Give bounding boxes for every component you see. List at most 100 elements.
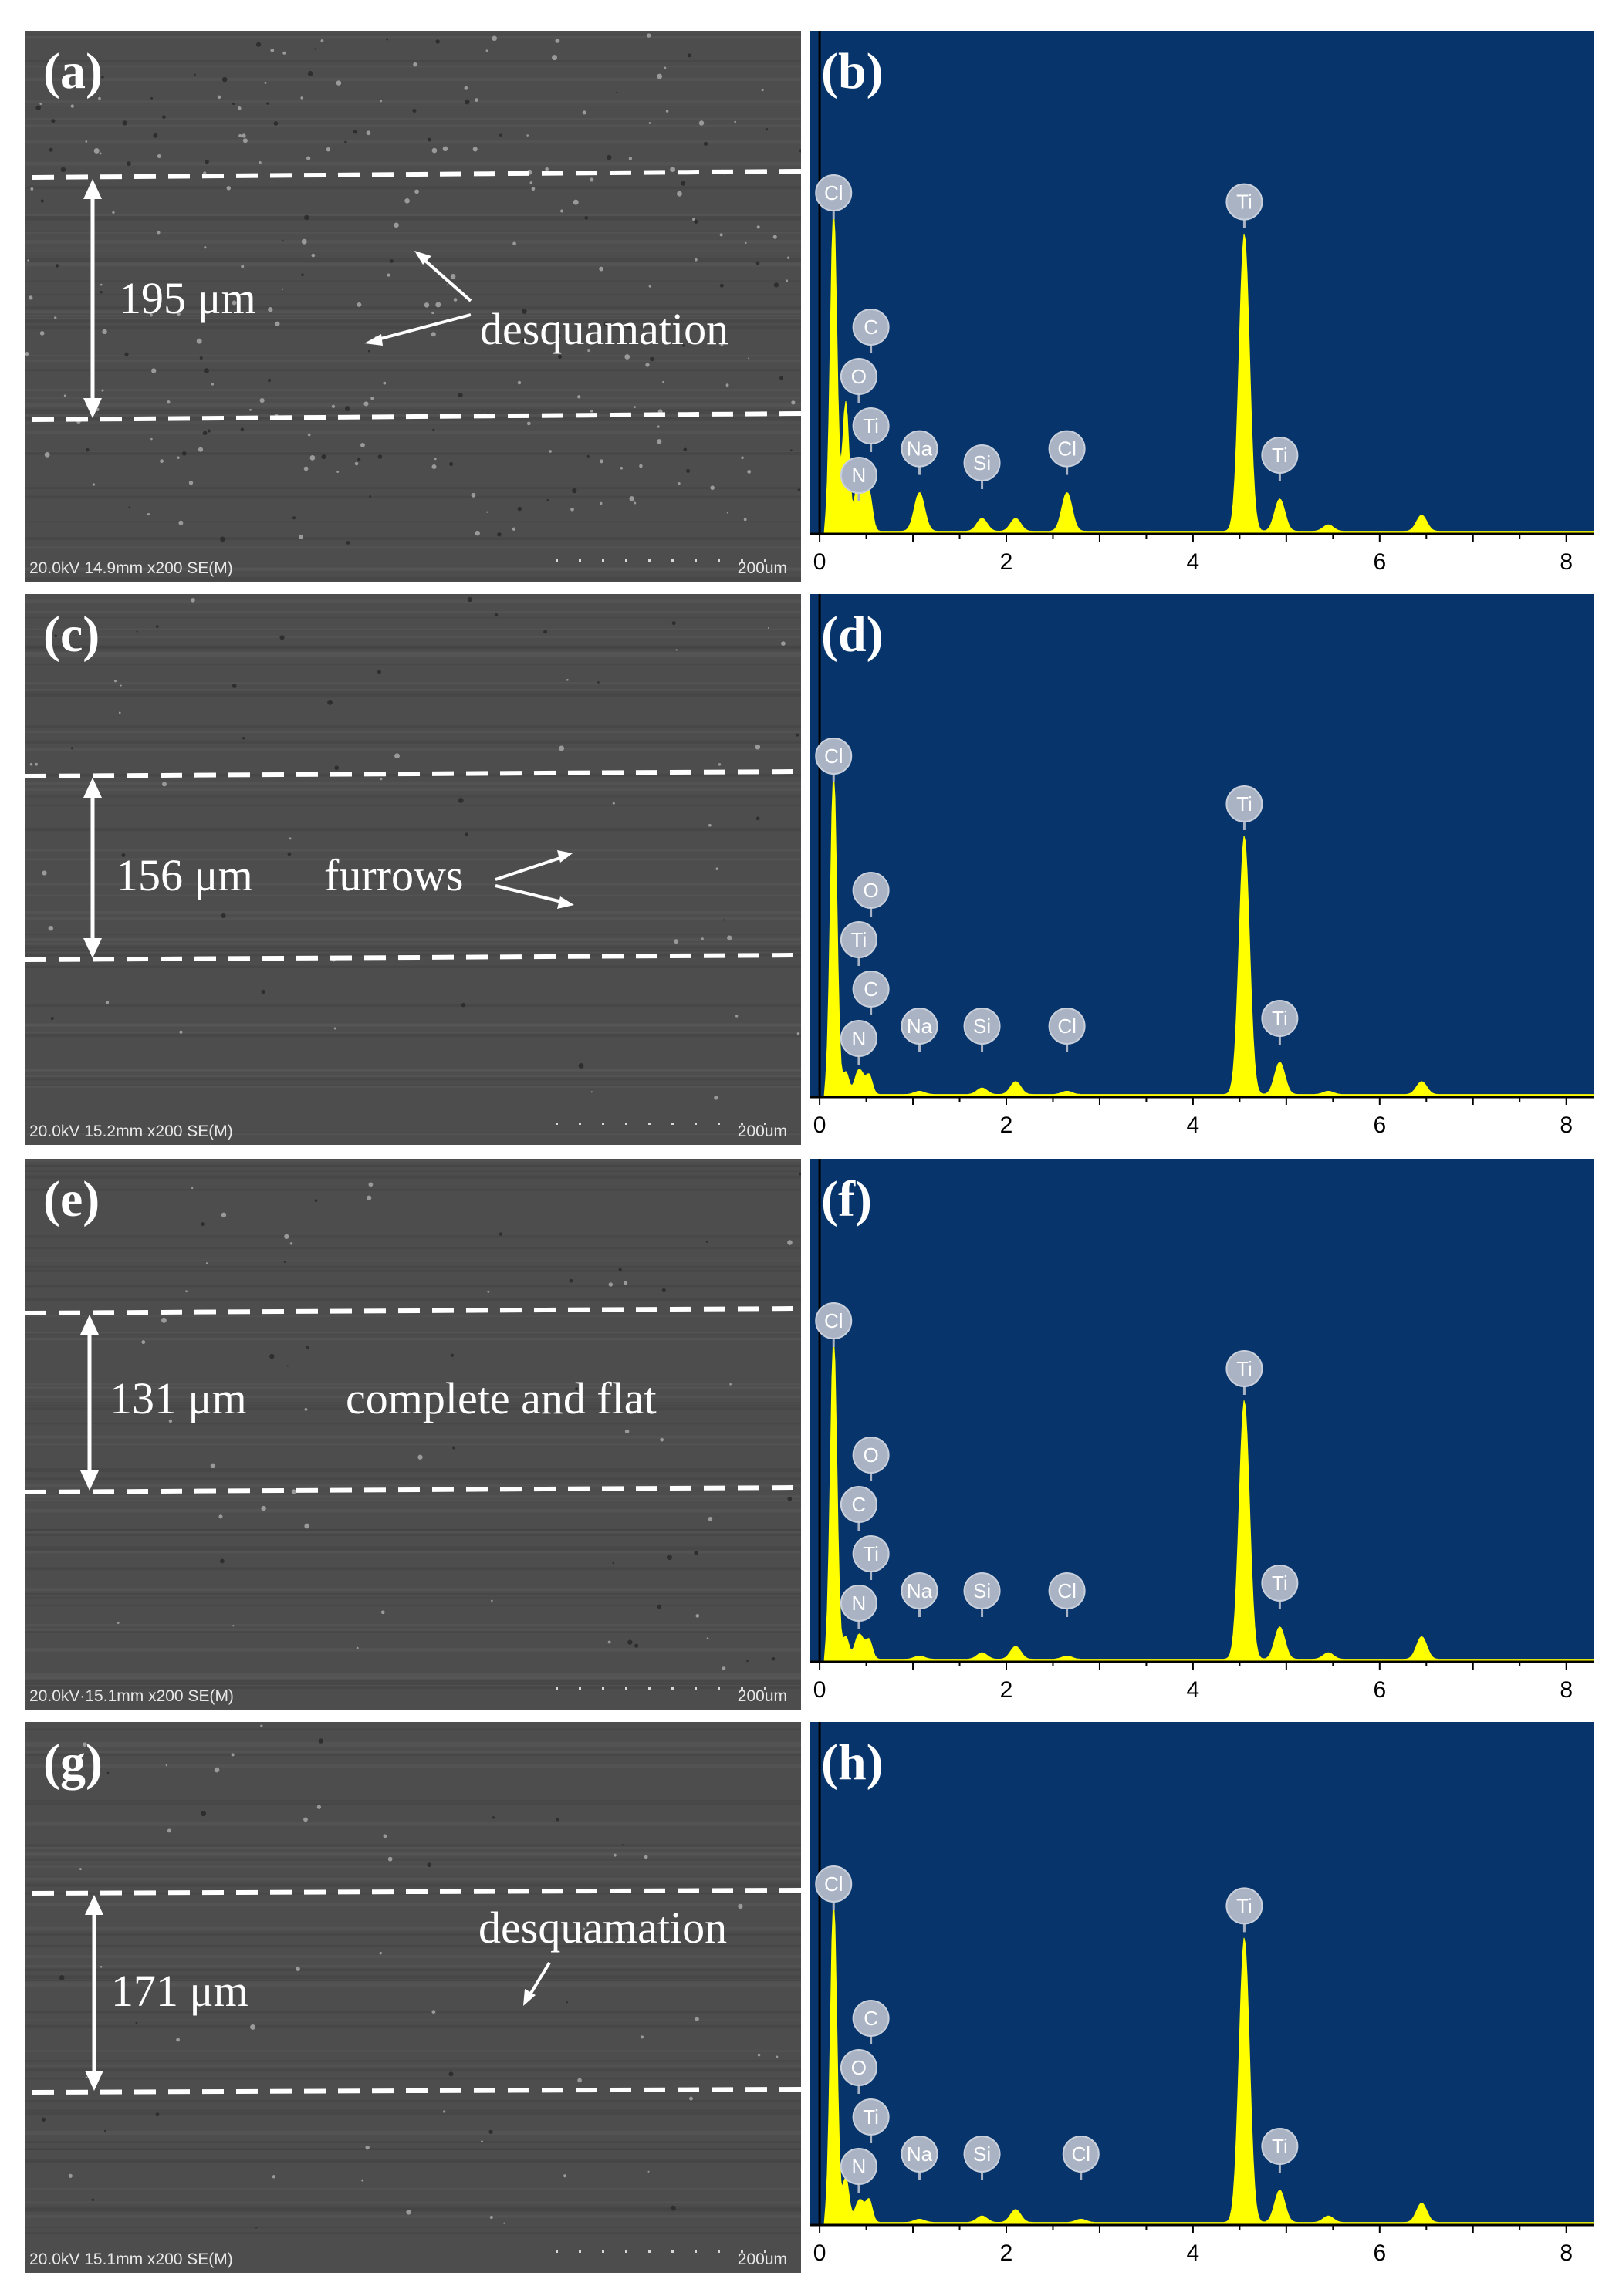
track-upper-edge bbox=[32, 1888, 801, 1896]
surface-striation bbox=[25, 77, 801, 81]
surface-particle bbox=[755, 261, 760, 265]
surface-particle bbox=[526, 421, 531, 426]
surface-particle bbox=[531, 187, 536, 191]
surface-particle bbox=[633, 406, 636, 409]
surface-striation bbox=[25, 1383, 801, 1386]
peak-marker-badge bbox=[1225, 785, 1263, 822]
surface-particle bbox=[354, 461, 359, 466]
surface-particle bbox=[427, 1862, 432, 1868]
surface-particle bbox=[117, 1622, 120, 1624]
surface-particle bbox=[719, 283, 724, 288]
pointer-arrow-head bbox=[557, 896, 574, 909]
surface-particle bbox=[232, 1625, 235, 1627]
surface-particle bbox=[557, 354, 563, 359]
surface-particle bbox=[259, 397, 265, 403]
peak-marker-badge bbox=[852, 971, 890, 1008]
x-tick-label: 4 bbox=[1187, 2240, 1200, 2266]
surface-striation bbox=[25, 2188, 801, 2190]
pointer-arrow bbox=[495, 884, 566, 904]
surface-particle bbox=[584, 216, 589, 220]
surface-particle bbox=[153, 133, 158, 138]
surface-particle bbox=[491, 1599, 493, 1602]
surface-particle bbox=[464, 86, 468, 90]
surface-particle bbox=[387, 1856, 393, 1862]
surface-particle bbox=[771, 1656, 776, 1661]
surface-particle bbox=[157, 231, 161, 235]
surface-particle bbox=[648, 122, 651, 124]
surface-striation bbox=[25, 1955, 801, 1958]
surface-particle bbox=[481, 2140, 483, 2143]
surface-particle bbox=[27, 259, 29, 262]
peak-label-na: Na bbox=[901, 430, 938, 475]
surface-striation bbox=[25, 934, 801, 935]
surface-particle bbox=[657, 73, 663, 79]
surface-particle bbox=[210, 1463, 216, 1469]
surface-particle bbox=[275, 321, 280, 326]
surface-striation bbox=[25, 1687, 801, 1690]
surface-striation bbox=[25, 1443, 801, 1446]
surface-striation bbox=[25, 161, 801, 166]
peak-label-cl: Cl bbox=[815, 738, 853, 782]
surface-particle bbox=[311, 253, 316, 258]
track-upper-edge bbox=[25, 1306, 801, 1315]
surface-particle bbox=[449, 461, 454, 467]
surface-particle bbox=[706, 1637, 709, 1639]
surface-particle bbox=[648, 285, 651, 288]
surface-particle bbox=[735, 1015, 739, 1018]
surface-particle bbox=[185, 1290, 188, 1293]
surface-striation bbox=[25, 105, 801, 107]
surface-particle bbox=[607, 1640, 611, 1644]
surface-particle bbox=[70, 747, 73, 750]
surface-striation bbox=[25, 805, 801, 806]
surface-particle bbox=[367, 1195, 372, 1200]
surface-striation bbox=[25, 636, 801, 638]
track-upper-edge bbox=[25, 769, 801, 778]
peak-label-si: Si bbox=[963, 2136, 1001, 2180]
surface-particle bbox=[494, 613, 499, 617]
surface-particle bbox=[560, 209, 564, 213]
surface-particle bbox=[316, 1805, 322, 1809]
pointer-arrow bbox=[495, 855, 566, 881]
surface-striation bbox=[25, 326, 801, 330]
peak-element-text: N bbox=[852, 2155, 867, 2178]
surface-particle bbox=[765, 128, 769, 131]
surface-particle bbox=[489, 2215, 493, 2220]
surface-striation bbox=[25, 260, 801, 263]
arrow-head-up bbox=[85, 1895, 103, 1915]
surface-striation bbox=[25, 1235, 801, 1238]
surface-striation bbox=[25, 858, 801, 861]
surface-striation bbox=[25, 651, 801, 655]
surface-striation bbox=[25, 2131, 801, 2136]
surface-particle bbox=[30, 187, 34, 191]
surface-particle bbox=[450, 273, 456, 279]
peak-marker-badge bbox=[852, 407, 890, 444]
surface-striation bbox=[25, 1944, 801, 1947]
surface-particle bbox=[282, 239, 284, 242]
surface-particle bbox=[708, 1517, 713, 1521]
arrow-head-down bbox=[83, 398, 102, 418]
surface-particle bbox=[670, 2205, 676, 2211]
surface-particle bbox=[431, 311, 434, 315]
surface-striation bbox=[25, 369, 801, 372]
peak-element-text: Ti bbox=[863, 414, 879, 437]
surface-particle bbox=[368, 1182, 374, 1187]
x-tick-label: 0 bbox=[813, 1113, 826, 1138]
surface-striation bbox=[25, 2215, 801, 2218]
surface-striation bbox=[25, 420, 801, 424]
surface-striation bbox=[25, 1084, 801, 1086]
surface-particle bbox=[155, 2112, 160, 2117]
surface-particle bbox=[650, 356, 654, 362]
surface-particle bbox=[79, 1868, 82, 1871]
surface-striation bbox=[25, 731, 801, 733]
peak-marker-badge bbox=[852, 309, 890, 346]
surface-particle bbox=[207, 429, 211, 433]
x-tick-label: 2 bbox=[1000, 2240, 1013, 2266]
surface-particle bbox=[424, 302, 430, 308]
surface-particle bbox=[261, 989, 265, 994]
surface-particle bbox=[435, 39, 440, 44]
surface-particle bbox=[196, 338, 202, 344]
surface-striation bbox=[25, 2159, 801, 2163]
surface-striation bbox=[25, 937, 801, 941]
surface-striation bbox=[25, 694, 801, 697]
surface-particle bbox=[710, 485, 715, 490]
